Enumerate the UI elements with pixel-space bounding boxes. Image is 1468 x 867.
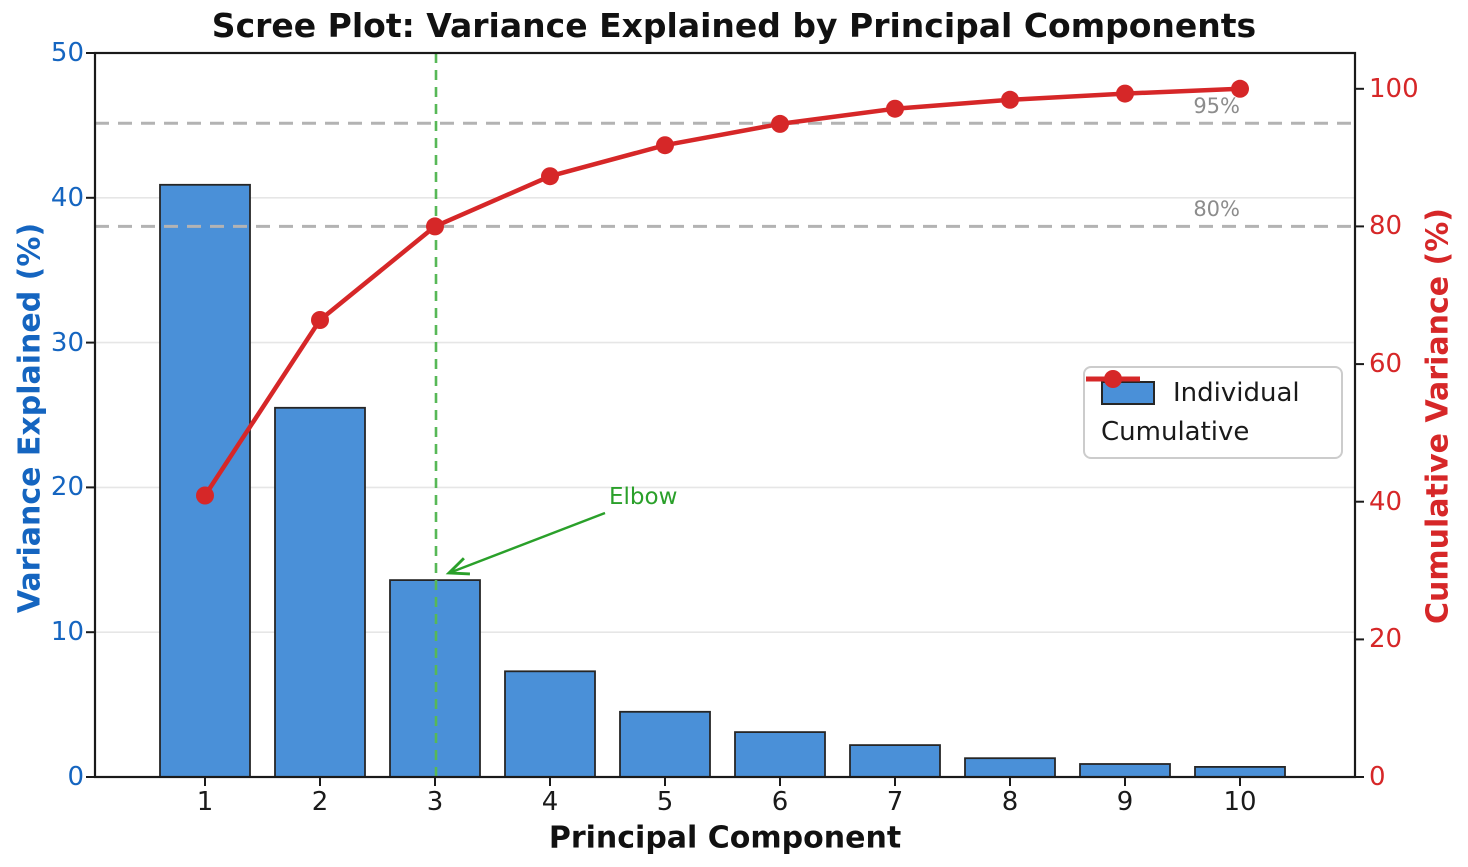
cumulative-point-pc4	[541, 167, 559, 186]
cumulative-line-icon	[1086, 370, 1140, 388]
x-tick-2: 2	[311, 787, 329, 817]
left-y-tick-50: 50	[50, 38, 84, 68]
x-tick-10: 10	[1223, 787, 1257, 817]
bar-pc6	[734, 731, 826, 778]
cumulative-point-pc1	[196, 486, 214, 505]
bar-pc5	[619, 710, 711, 778]
cumulative-point-pc2	[311, 311, 329, 329]
right-y-tick-40: 40	[1369, 487, 1403, 517]
cumulative-point-pc3	[426, 217, 444, 236]
right-y-tick-20: 20	[1369, 624, 1403, 654]
legend-entry-individual: Individual	[1101, 378, 1341, 408]
axes-frame	[93, 51, 1357, 779]
left-y-tick-30: 30	[50, 328, 84, 358]
x-tick-1: 1	[196, 787, 214, 817]
ref-line-label-95: 95%	[1193, 94, 1240, 118]
cumulative-point-pc5	[656, 136, 674, 155]
left-y-tick-20: 20	[50, 472, 84, 502]
right-y-tick-80: 80	[1369, 211, 1403, 241]
right-y-tick-0: 0	[1369, 762, 1386, 792]
x-tick-4: 4	[541, 787, 559, 817]
cumulative-point-pc6	[771, 114, 789, 133]
right-y-tick-100: 100	[1369, 74, 1419, 104]
bar-pc9	[1079, 763, 1171, 778]
x-axis-label: Principal Component	[548, 820, 902, 856]
bar-pc8	[964, 757, 1056, 778]
cumulative-point-pc9	[1116, 84, 1134, 103]
bar-pc4	[504, 670, 596, 778]
x-tick-7: 7	[886, 787, 904, 817]
bar-pc2	[274, 406, 366, 778]
cumulative-point-pc7	[886, 99, 904, 118]
right-y-axis-label: Cumulative Variance (%)	[1420, 207, 1456, 625]
cumulative-point-pc8	[1001, 90, 1019, 109]
x-tick-6: 6	[771, 787, 789, 817]
bar-pc10	[1194, 766, 1286, 778]
left-y-tick-40: 40	[50, 183, 84, 213]
cumulative-line	[203, 86, 1241, 497]
x-tick-9: 9	[1116, 787, 1134, 817]
chart-title: Scree Plot: Variance Explained by Princi…	[211, 6, 1257, 45]
elbow-arrow	[449, 511, 606, 573]
x-tick-8: 8	[1001, 787, 1019, 817]
left-y-tick-10: 10	[50, 617, 84, 647]
bar-pc3	[389, 579, 481, 778]
right-y-tick-60: 60	[1369, 349, 1403, 379]
left-y-axis-label: Variance Explained (%)	[12, 222, 48, 614]
left-y-tick-0: 0	[67, 762, 84, 792]
legend-label-cumulative: Cumulative	[1101, 417, 1250, 448]
ref-line-label-80: 80%	[1193, 197, 1240, 221]
bar-pc1	[159, 183, 251, 778]
elbow-annotation: Elbow	[609, 484, 678, 510]
legend-label-individual: Individual	[1173, 377, 1300, 408]
x-tick-5: 5	[656, 787, 674, 817]
legend-entry-cumulative: Cumulative	[1086, 370, 1341, 448]
x-tick-3: 3	[426, 787, 444, 817]
cumulative-point-pc10	[1231, 79, 1249, 98]
legend: Individual Cumulative	[1083, 366, 1343, 459]
bar-pc7	[849, 744, 941, 778]
